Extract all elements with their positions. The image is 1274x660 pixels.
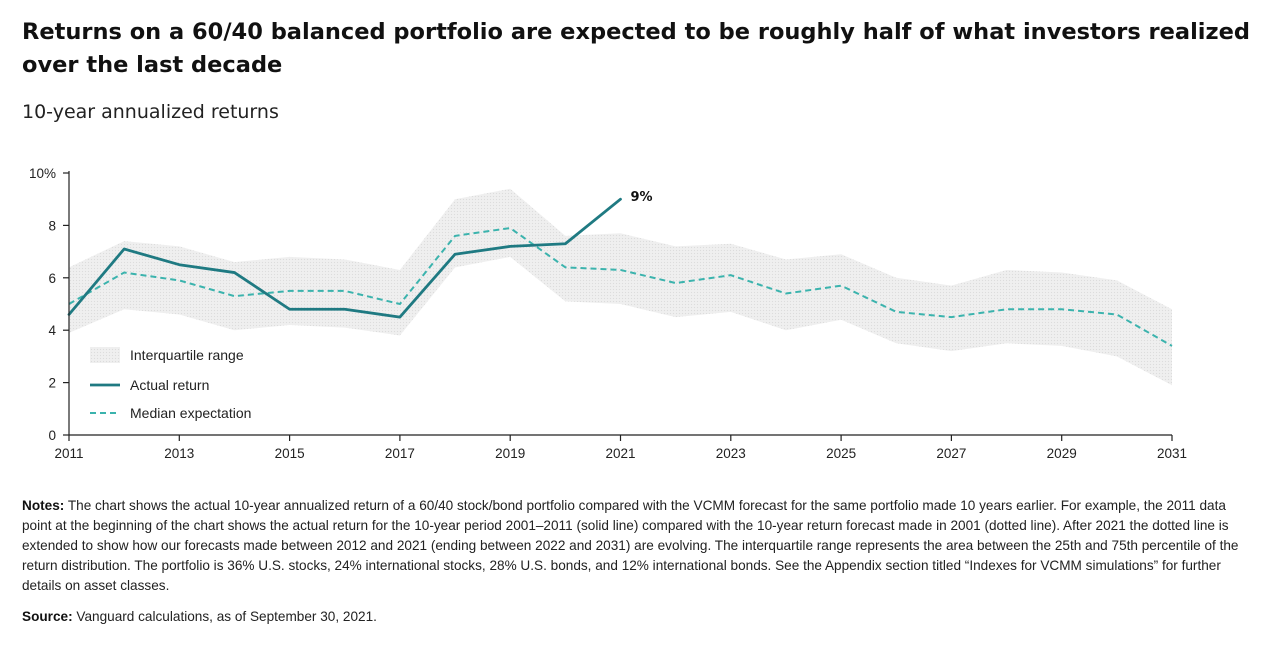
series-actual-return: [67, 197, 622, 319]
y-tick-label: 0: [48, 428, 56, 443]
notes-text: The chart shows the actual 10-year annua…: [22, 498, 1239, 593]
x-tick-label: 2027: [936, 446, 966, 461]
legend-label: Interquartile range: [130, 347, 244, 363]
x-tick-label: 2023: [716, 446, 746, 461]
x-tick-label: 2013: [164, 446, 194, 461]
legend-label: Actual return: [130, 377, 209, 393]
legend-swatch-interquartile-range: [90, 347, 120, 363]
y-tick-label: 2: [48, 376, 56, 391]
y-tick-label: 4: [48, 323, 56, 338]
y-tick-label: 10%: [29, 166, 56, 181]
chart-source: Source: Vanguard calculations, as of Sep…: [22, 609, 377, 624]
data-label-annotation: 9%: [631, 190, 653, 205]
series-median-expectation: [68, 226, 1173, 347]
source-label: Source:: [22, 609, 73, 624]
source-text: Vanguard calculations, as of September 3…: [76, 609, 377, 624]
x-tick-label: 2011: [54, 446, 83, 461]
x-tick-label: 2017: [385, 446, 415, 461]
chart-subtitle: 10-year annualized returns: [22, 101, 279, 123]
notes-label: Notes:: [22, 498, 65, 513]
x-tick-label: 2019: [495, 446, 525, 461]
series-interquartile-range: [69, 188, 1172, 386]
x-tick-label: 2031: [1157, 446, 1187, 461]
y-tick-label: 6: [48, 271, 56, 286]
chart-title: Returns on a 60/40 balanced portfolio ar…: [22, 19, 1250, 78]
returns-line-chart: 0 2 4 6 8 10% 2011 2013 2015 2017 2019 2021 2023 2025…: [29, 166, 1187, 461]
x-tick-label: 2015: [275, 446, 305, 461]
x-tick-label: 2021: [605, 446, 635, 461]
x-tick-label: 2029: [1047, 446, 1077, 461]
y-tick-label: 8: [48, 218, 56, 233]
x-tick-label: 2025: [826, 446, 856, 461]
legend-label: Median expectation: [130, 405, 251, 421]
chart-notes: Notes: The chart shows the actual 10-yea…: [22, 496, 1252, 596]
